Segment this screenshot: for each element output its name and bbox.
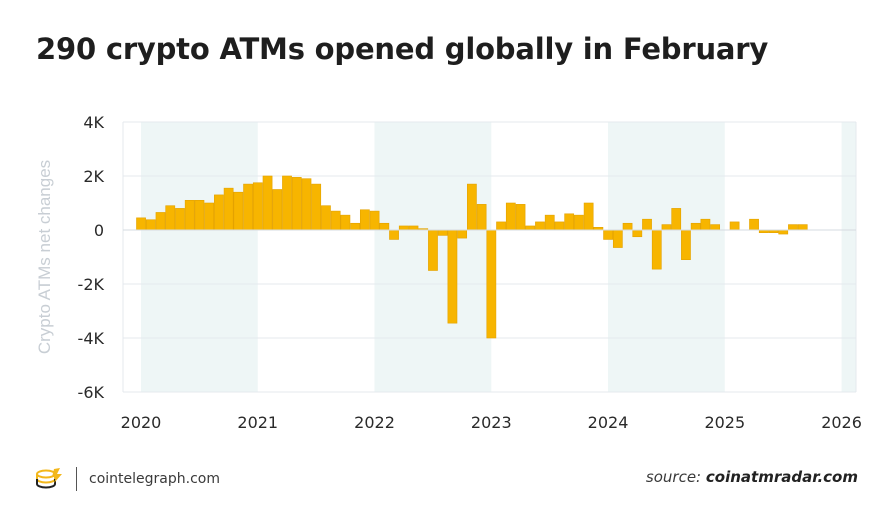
year-bands (141, 122, 856, 392)
bar (612, 229, 623, 248)
bar (340, 214, 351, 231)
y-tick-label: -2K (78, 275, 105, 294)
bar (330, 210, 341, 231)
bar (788, 224, 798, 231)
bar (710, 224, 721, 231)
bar (437, 229, 448, 236)
cointelegraph-logo-icon (36, 468, 62, 489)
bar (632, 229, 643, 238)
chart-title: 290 crypto ATMs opened globally in Febru… (36, 32, 769, 66)
bar (379, 222, 390, 231)
bar (583, 202, 594, 231)
bar (778, 229, 789, 235)
bar (690, 222, 701, 231)
footer-source: source: coinatmradar.com (646, 468, 858, 486)
bar (544, 214, 555, 231)
bar (651, 229, 662, 270)
x-tick-label: 2023 (471, 413, 512, 432)
bar (321, 205, 331, 231)
bar (749, 218, 759, 231)
bar (194, 200, 205, 231)
x-tick-label: 2025 (704, 413, 745, 432)
bar (184, 200, 195, 231)
x-tick-label: 2024 (588, 413, 629, 432)
bar (661, 224, 672, 231)
bar (574, 214, 584, 231)
source-prefix: source: (645, 468, 702, 486)
bar (359, 209, 370, 231)
bar (496, 221, 506, 231)
bar (233, 191, 244, 231)
bar (155, 212, 166, 231)
bar (564, 213, 575, 231)
bar (389, 229, 399, 240)
bar (642, 218, 652, 231)
bar (428, 229, 438, 271)
bar (408, 225, 419, 231)
x-tick-label: 2020 (121, 413, 162, 432)
bar (700, 218, 711, 231)
y-tick-labels: 4K 2K 0 -2K -4K -6K (78, 113, 105, 402)
source-name: coinatmradar.com (705, 468, 858, 486)
y-tick-label: -6K (78, 383, 105, 402)
bar (272, 189, 283, 231)
bar (291, 177, 302, 231)
bar (311, 183, 322, 231)
bars (136, 175, 808, 339)
x-tick-label: 2026 (821, 413, 862, 432)
x-tick-label: 2021 (237, 413, 278, 432)
footer-separator (76, 467, 77, 491)
bar (243, 183, 253, 231)
y-axis-label: Crypto ATMs net changes (35, 160, 54, 354)
year-band (141, 122, 258, 392)
bar (797, 224, 808, 231)
bar (175, 208, 185, 231)
bar (350, 222, 360, 231)
y-tick-label: 4K (83, 113, 104, 132)
bar (476, 204, 487, 231)
bar (622, 222, 633, 231)
x-tick-label: 2022 (354, 413, 395, 432)
bar (282, 175, 292, 231)
bar (262, 175, 273, 231)
bar (214, 194, 224, 231)
bar (252, 182, 263, 231)
y-tick-label: 2K (83, 167, 104, 186)
bar (204, 202, 215, 231)
bar (145, 219, 156, 231)
bar (515, 204, 526, 231)
bar (525, 225, 536, 231)
bar (505, 202, 516, 231)
bar (671, 208, 682, 231)
y-tick-label: -4K (78, 329, 105, 348)
year-band (841, 122, 856, 392)
bar (223, 187, 234, 231)
bar (398, 225, 409, 231)
y-tick-label: 0 (94, 221, 104, 240)
bar (447, 229, 458, 324)
bar (603, 229, 613, 240)
bar (467, 183, 477, 231)
bar (136, 217, 146, 231)
bar (554, 221, 565, 231)
x-tick-labels: 2020 2021 2022 2023 2024 2025 2026 (121, 413, 862, 432)
bar (301, 178, 312, 231)
bar (486, 229, 497, 339)
bar (535, 221, 545, 231)
footer-site[interactable]: cointelegraph.com (89, 471, 220, 487)
bar (681, 229, 691, 261)
footer-brand: cointelegraph.com (34, 466, 220, 492)
year-band (608, 122, 725, 392)
bar (729, 221, 740, 231)
bar (165, 205, 176, 231)
bar (457, 229, 468, 239)
bar (369, 210, 380, 231)
